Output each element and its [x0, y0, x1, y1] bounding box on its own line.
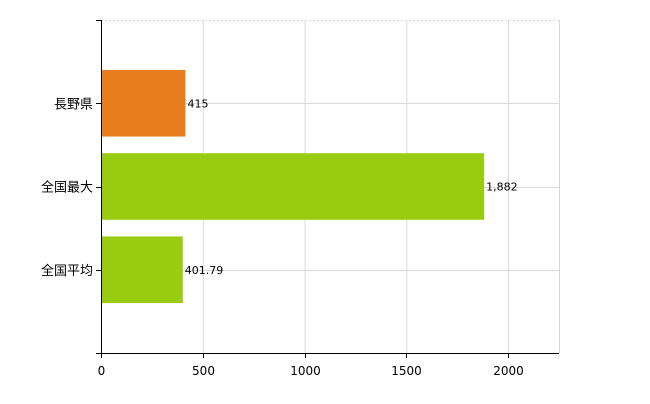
x-tick-label: 0	[98, 364, 106, 378]
category-label: 全国最大	[41, 180, 93, 196]
data-label: 1,882	[486, 181, 518, 194]
bar	[101, 153, 485, 220]
x-tick-label: 500	[192, 364, 215, 378]
x-tick-label: 1000	[290, 364, 321, 378]
bar	[101, 69, 186, 137]
x-tick-label: 2000	[493, 364, 524, 378]
category-label: 長野県	[54, 97, 93, 112]
bar	[101, 236, 183, 304]
category-label: 全国平均	[41, 263, 93, 279]
axes	[96, 20, 559, 358]
data-label: 415	[187, 97, 208, 110]
bars	[101, 69, 485, 304]
data-label: 401.79	[185, 264, 224, 277]
x-tick-label: 1500	[391, 364, 422, 378]
